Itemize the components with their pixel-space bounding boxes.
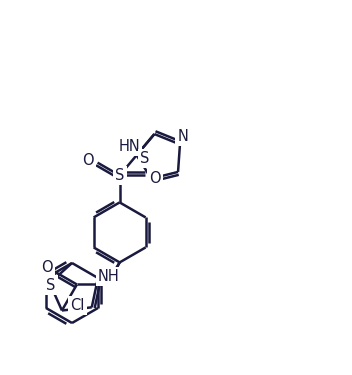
Text: S: S bbox=[115, 168, 124, 183]
Text: NH: NH bbox=[98, 269, 120, 284]
Text: HN: HN bbox=[118, 139, 140, 154]
Text: O: O bbox=[82, 153, 93, 168]
Text: Cl: Cl bbox=[70, 298, 85, 313]
Text: N: N bbox=[177, 129, 188, 144]
Text: S: S bbox=[46, 278, 55, 292]
Text: O: O bbox=[149, 171, 161, 186]
Text: O: O bbox=[41, 261, 52, 276]
Text: S: S bbox=[140, 151, 149, 166]
